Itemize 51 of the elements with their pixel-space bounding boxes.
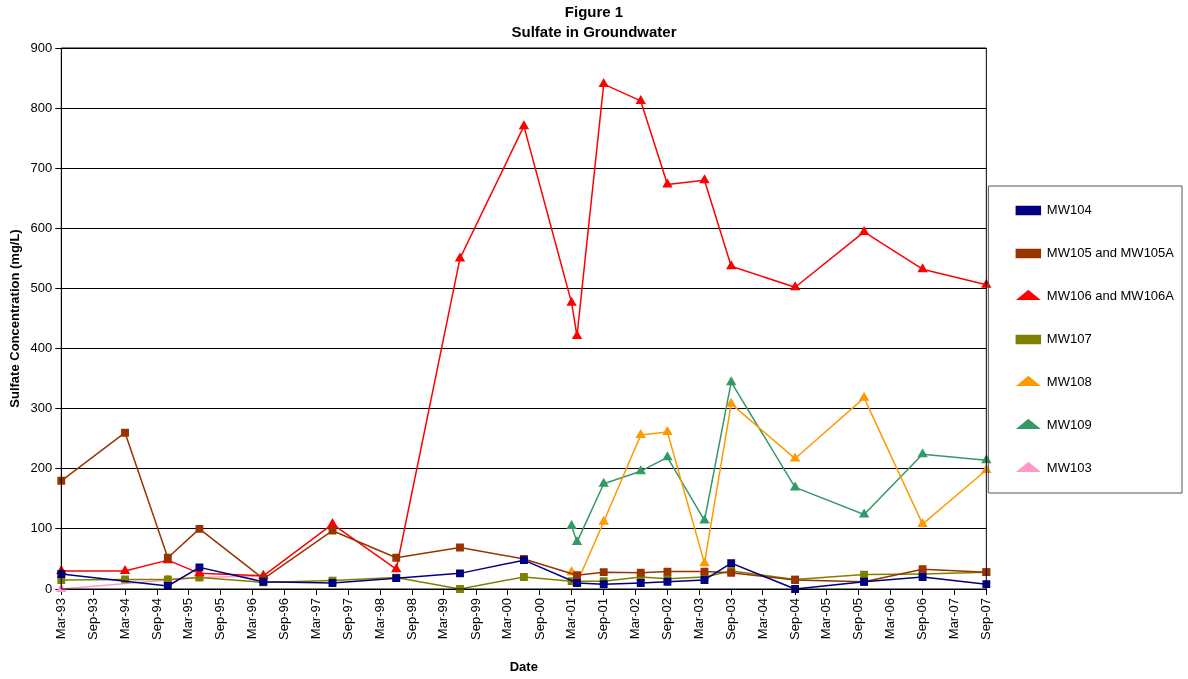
x-tick-label: Sep-97 <box>340 598 356 640</box>
x-tick-label: Sep-93 <box>85 598 100 640</box>
legend-label: MW108 <box>1046 374 1092 390</box>
x-tick-label: Mar-07 <box>945 598 961 640</box>
legend-label: MW109 <box>1046 417 1092 433</box>
x-tick-label: Mar-03 <box>690 598 706 640</box>
x-tick-label: Sep-04 <box>786 598 802 640</box>
legend-label: MW104 <box>1046 202 1092 218</box>
y-tick-label: 300 <box>30 400 53 416</box>
x-tick-label: Sep-05 <box>850 598 866 640</box>
x-tick-label: Sep-96 <box>276 598 292 640</box>
chart-subtitle: Sulfate in Groundwater <box>511 23 677 41</box>
x-tick-label: Mar-01 <box>563 598 579 640</box>
x-tick-label: Mar-98 <box>371 598 387 640</box>
y-tick-label: 400 <box>30 340 53 356</box>
legend-label: MW106 and MW106A <box>1046 288 1175 304</box>
x-tick-label: Mar-95 <box>180 598 196 640</box>
x-tick-label: Sep-02 <box>659 598 675 640</box>
x-tick-label: Mar-00 <box>499 598 515 640</box>
x-tick-label: Sep-98 <box>403 598 419 640</box>
y-tick-label: 200 <box>30 460 53 476</box>
x-tick-label: Sep-07 <box>977 598 993 640</box>
x-tick-label: Mar-96 <box>244 598 260 640</box>
x-tick-label: Mar-99 <box>435 598 451 640</box>
legend-label: MW103 <box>1046 460 1092 476</box>
x-tick-label: Sep-06 <box>914 598 930 640</box>
x-tick-label: Sep-94 <box>148 598 164 640</box>
y-tick-label: 100 <box>30 520 53 536</box>
y-tick-label: 900 <box>30 39 53 55</box>
x-tick-label: Mar-05 <box>818 598 834 640</box>
x-tick-label: Mar-94 <box>116 598 132 640</box>
legend-label: MW105 and MW105A <box>1046 245 1175 261</box>
x-tick-label: Sep-01 <box>595 598 611 640</box>
y-tick-label: 800 <box>30 99 53 115</box>
legend-label: MW107 <box>1046 331 1092 347</box>
y-tick-label: 700 <box>30 159 53 175</box>
x-tick-label: Sep-95 <box>212 598 228 640</box>
x-tick-label: Mar-93 <box>52 598 68 640</box>
x-tick-label: Sep-99 <box>467 598 483 640</box>
x-tick-label: Mar-02 <box>626 598 642 640</box>
x-tick-label: Mar-97 <box>308 598 324 640</box>
x-tick-label: Mar-04 <box>754 598 770 640</box>
x-tick-label: Sep-03 <box>722 598 738 640</box>
y-tick-label: 600 <box>30 219 53 235</box>
y-axis-title: Sulfate Concentration (mg/L) <box>7 229 23 408</box>
chart-title: Figure 1 <box>564 3 624 21</box>
x-axis-title: Date <box>509 658 538 674</box>
y-tick-label: 500 <box>30 280 53 296</box>
x-tick-label: Mar-06 <box>882 598 898 640</box>
x-tick-label: Sep-00 <box>531 598 547 640</box>
y-tick-label: 0 <box>45 580 53 596</box>
